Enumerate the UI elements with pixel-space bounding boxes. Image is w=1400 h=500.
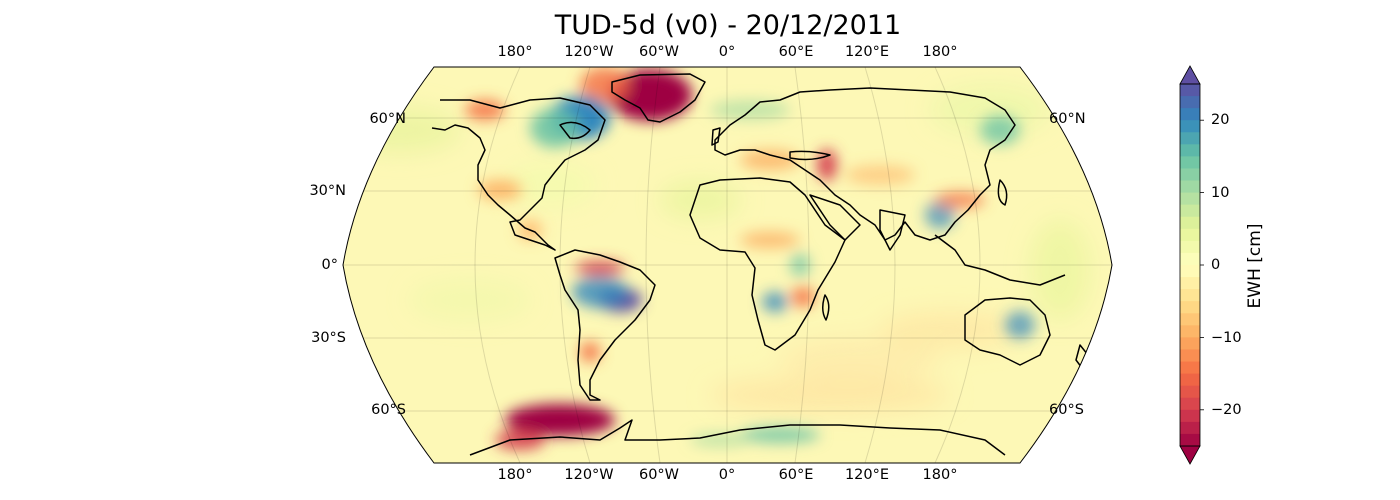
colorbar-band — [1180, 96, 1200, 109]
lon-label-top: 180° — [922, 44, 958, 60]
lon-label-bottom: 60°E — [778, 467, 814, 483]
lon-label-top: 0° — [718, 44, 736, 60]
colorbar-band — [1180, 180, 1200, 194]
lat-label-right: 60°S — [1049, 402, 1084, 418]
map-boundary — [342, 66, 1113, 464]
colorbar-tick-label: −20 — [1211, 402, 1242, 418]
colorbar-band — [1180, 120, 1200, 133]
colorbar-extend-top — [1179, 65, 1201, 85]
colorbar-band — [1180, 349, 1200, 363]
colorbar-band — [1180, 156, 1200, 169]
colorbar — [1179, 65, 1204, 465]
colorbar-band — [1180, 228, 1200, 242]
colorbar-band — [1180, 361, 1200, 375]
colorbar-band — [1180, 192, 1200, 206]
coastline-eurasia — [714, 87, 1016, 241]
colorbar-band — [1180, 84, 1200, 97]
coastline-greenland — [611, 73, 706, 123]
colorbar-tick-label: 20 — [1211, 112, 1230, 128]
colorbar-tick-label: 0 — [1211, 257, 1221, 273]
lon-label-top: 60°E — [778, 44, 814, 60]
lon-label-bottom: 120°E — [844, 467, 890, 483]
colorbar-band — [1180, 277, 1200, 290]
colorbar-band — [1180, 108, 1200, 121]
coastline-australia — [964, 297, 1051, 366]
lon-label-top: 180° — [497, 44, 533, 60]
colorbar-band — [1180, 409, 1200, 423]
world-map — [342, 66, 1113, 464]
colorbar-band — [1180, 397, 1200, 411]
colorbar-band — [1180, 216, 1200, 230]
lat-label-left: 60°N — [369, 111, 406, 127]
coastline-south-america — [554, 249, 656, 401]
coastline-antarctica — [469, 419, 1006, 456]
lon-label-top: 60°W — [638, 44, 680, 60]
lon-label-bottom: 120°W — [564, 467, 614, 483]
lon-label-bottom: 0° — [718, 467, 736, 483]
lat-label-left: 0° — [321, 257, 338, 273]
colorbar-band — [1180, 265, 1200, 278]
lat-label-right: 60°N — [1049, 111, 1086, 127]
colorbar-band — [1180, 325, 1200, 338]
lon-label-bottom: 180° — [922, 467, 958, 483]
colorbar-band — [1180, 421, 1200, 435]
colorbar-band — [1180, 144, 1200, 157]
lat-label-left: 30°N — [309, 183, 346, 199]
lon-label-bottom: 60°W — [638, 467, 680, 483]
ewh-field — [343, 85, 1090, 413]
lon-label-bottom: 180° — [497, 467, 533, 483]
lon-label-top: 120°E — [844, 44, 890, 60]
colorbar-band — [1180, 301, 1200, 314]
colorbar-extend-bottom — [1179, 445, 1201, 465]
colorbar-tick-label: 10 — [1211, 185, 1230, 201]
colorbar-band — [1180, 313, 1200, 326]
colorbar-label: EWH [cm] — [1245, 223, 1265, 309]
colorbar-band — [1180, 132, 1200, 145]
colorbar-band — [1180, 385, 1200, 399]
colorbar-tick-label: −10 — [1211, 330, 1242, 346]
colorbar-band — [1180, 337, 1200, 350]
colorbar-band — [1180, 204, 1200, 218]
lat-label-left: 60°S — [371, 402, 406, 418]
coastline-north-america — [431, 97, 606, 251]
anomaly-blobs — [465, 67, 1035, 450]
map-title: TUD-5d (v0) - 20/12/2011 — [554, 10, 902, 41]
colorbar-band — [1180, 289, 1200, 302]
coastlines — [431, 73, 1089, 456]
colorbar-band — [1180, 240, 1200, 254]
colorbar-band — [1180, 373, 1200, 387]
coastline-africa — [689, 177, 846, 351]
colorbar-band — [1180, 252, 1200, 266]
lat-label-left: 30°S — [311, 330, 346, 346]
lon-label-top: 120°W — [564, 44, 614, 60]
colorbar-band — [1180, 168, 1200, 182]
colorbar-band — [1180, 433, 1200, 447]
